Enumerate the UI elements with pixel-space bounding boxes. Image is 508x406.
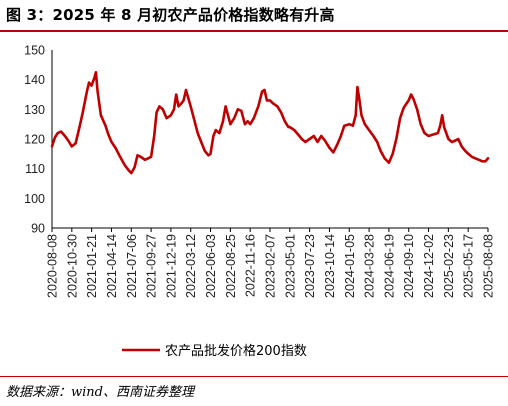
y-tick-label: 140	[24, 73, 45, 87]
x-tick-label: 2024-03-28	[363, 234, 377, 298]
x-tick-label: 2020-10-30	[65, 234, 79, 298]
x-tick-label: 2021-01-21	[85, 234, 99, 298]
x-tick-label: 2022-08-25	[224, 234, 238, 298]
y-tick-label: 100	[24, 192, 45, 206]
x-tick-label: 2021-09-27	[145, 234, 159, 298]
x-tick-label: 2024-01-05	[343, 234, 357, 298]
x-tick-label: 2020-08-08	[46, 234, 60, 298]
chart-legend: 农产品批发价格200指数	[122, 343, 307, 359]
x-tick-label: 2021-04-14	[105, 234, 119, 298]
x-tick-label: 2023-10-14	[323, 234, 337, 298]
x-tick-label: 2023-05-01	[283, 234, 297, 298]
x-tick-label: 2024-06-19	[382, 234, 396, 298]
x-tick-label: 2022-06-03	[204, 234, 218, 298]
x-axis-ticks: 2020-08-08 2020-10-30 2021-01-21 2021-04-14…	[46, 228, 496, 298]
x-tick-label: 2024-09-10	[402, 234, 416, 298]
title-rule	[0, 30, 508, 32]
x-tick-label: 2021-12-19	[164, 234, 178, 298]
y-tick-label: 110	[25, 162, 45, 176]
x-tick-label: 2025-08-08	[482, 234, 496, 298]
x-tick-label: 2025-02-23	[442, 234, 456, 298]
x-tick-label: 2021-07-06	[125, 234, 139, 298]
x-tick-label: 2023-07-23	[303, 234, 317, 298]
figure-source: 数据来源：wind、西南证券整理	[6, 385, 194, 400]
x-tick-label: 2023-02-07	[264, 234, 278, 298]
y-tick-label: 90	[31, 222, 45, 236]
y-tick-label: 120	[24, 133, 45, 147]
x-tick-label: 2022-03-12	[184, 234, 198, 298]
chart-axes	[51, 50, 488, 229]
y-tick-label: 150	[24, 44, 45, 58]
legend-label: 农产品批发价格200指数	[165, 343, 307, 359]
y-axis-ticks: 90 100 110 120 130 140 150	[24, 44, 45, 236]
y-tick-label: 130	[24, 103, 45, 117]
chart-series	[50, 71, 490, 175]
source-rule	[0, 376, 508, 377]
x-tick-label: 2025-05-17	[462, 234, 476, 298]
x-tick-label: 2022-11-16	[244, 234, 258, 297]
figure-title: 图 3：2025 年 8 月初农产品价格指数略有升高	[6, 6, 335, 24]
series-line	[50, 71, 490, 175]
x-tick-label: 2024-12-02	[422, 234, 436, 298]
